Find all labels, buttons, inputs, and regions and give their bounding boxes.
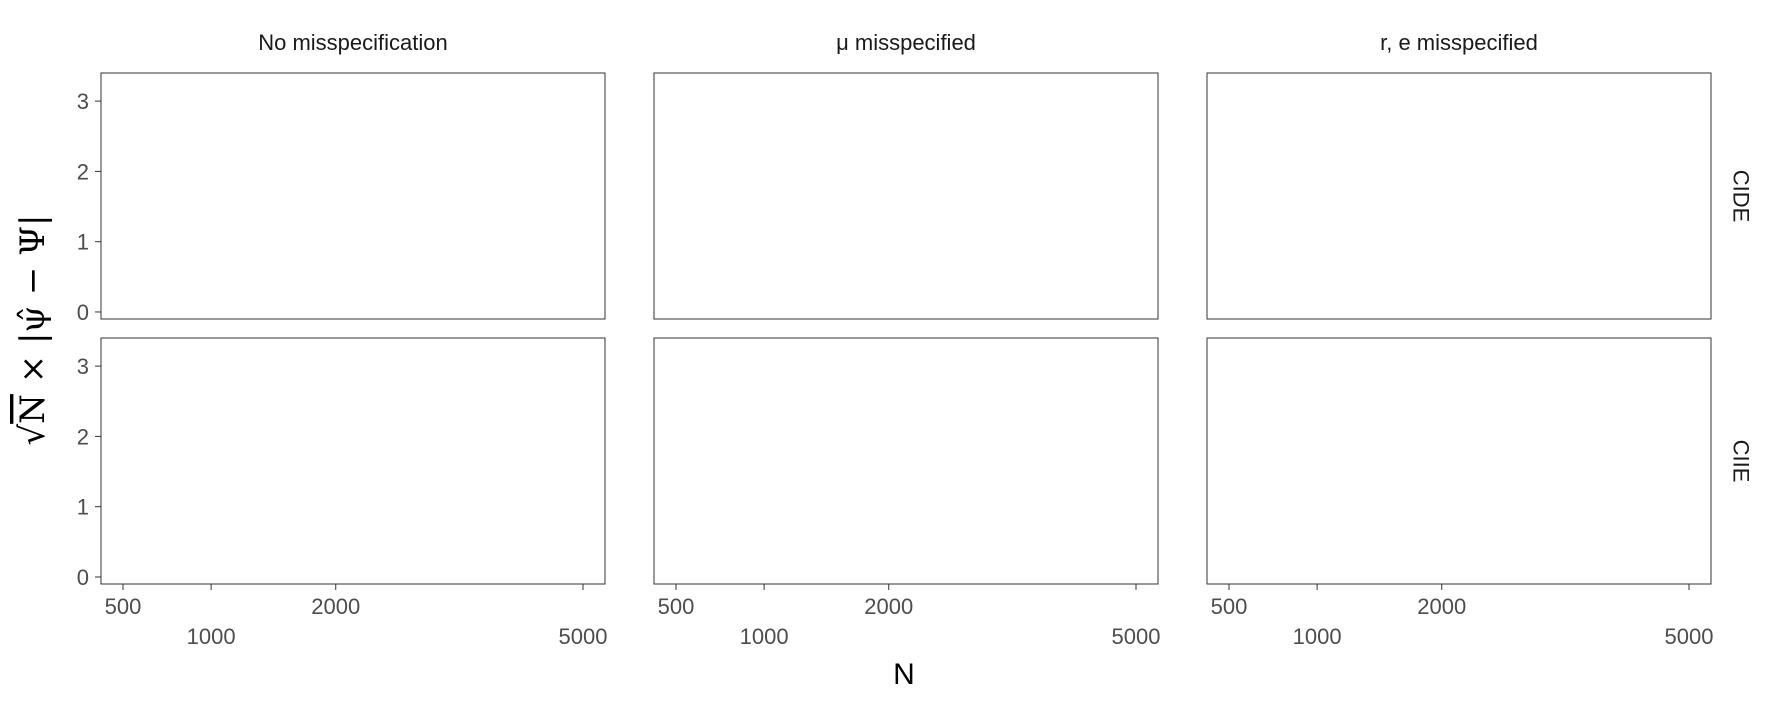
panel-border — [1206, 72, 1712, 320]
x-tick-label: 5000 — [559, 624, 608, 649]
y-tick-label: 1 — [77, 230, 89, 255]
panel-border — [1206, 337, 1712, 585]
column-strip-label: No misspecification — [258, 30, 448, 55]
panels-layer — [100, 72, 1712, 585]
radicand: N — [13, 394, 53, 424]
x-tick-label: 2000 — [864, 594, 913, 619]
panel-ciie-misspecified — [653, 337, 1159, 585]
column-strip-label: r, e misspecified — [1380, 30, 1538, 55]
panel-ciie-no-misspecification — [100, 337, 606, 585]
panel-border — [653, 72, 1159, 320]
x-tick-label: 500 — [105, 594, 142, 619]
y-title-rest: × |ψ̂ − Ψ| — [13, 214, 53, 394]
radical-sign: √ — [13, 424, 53, 446]
x-tick-label: 2000 — [1417, 594, 1466, 619]
x-tick-label: 1000 — [1293, 624, 1342, 649]
x-tick-label: 1000 — [740, 624, 789, 649]
panel-border — [100, 72, 606, 320]
axis-labels: 0 1 2 3 0 1 2 3 500 1000 2000 5000 500 1000 2000 5000 50… — [77, 89, 1714, 649]
y-tick-label: 0 — [77, 565, 89, 590]
panel-border — [653, 337, 1159, 585]
y-tick-label: 0 — [77, 300, 89, 325]
panel-cide-no-misspecification — [100, 72, 606, 320]
y-axis-title: √N × |ψ̂ − Ψ| — [13, 214, 53, 445]
y-tick-label: 2 — [77, 159, 89, 184]
y-tick-label: 3 — [77, 354, 89, 379]
row-strip-label: CIIE — [1729, 440, 1754, 483]
x-tick-label: 500 — [1211, 594, 1248, 619]
strip-labels: No misspecification μ misspecified r, e mi… — [258, 30, 1753, 482]
panel-border — [100, 337, 606, 585]
row-strip-label: CIDE — [1729, 170, 1754, 223]
y-tick-label: 2 — [77, 424, 89, 449]
x-tick-label: 500 — [658, 594, 695, 619]
y-tick-label: 1 — [77, 495, 89, 520]
x-tick-label: 5000 — [1665, 624, 1714, 649]
x-tick-label: 2000 — [311, 594, 360, 619]
x-axis-title: N — [893, 658, 915, 691]
column-strip-label: μ misspecified — [836, 30, 976, 55]
panel-cide-misspecified — [653, 72, 1159, 320]
panel-ciie-r-e-misspecified — [1206, 337, 1712, 585]
x-tick-label: 1000 — [187, 624, 236, 649]
x-tick-label: 5000 — [1112, 624, 1161, 649]
y-tick-label: 3 — [77, 89, 89, 114]
panel-cide-r-e-misspecified — [1206, 72, 1712, 320]
